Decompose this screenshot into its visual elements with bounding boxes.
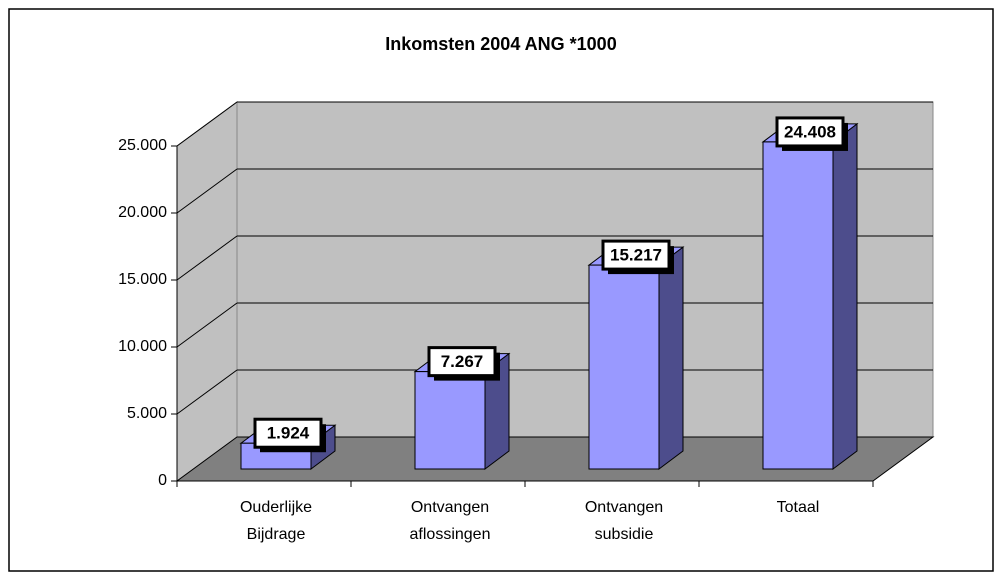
- chart-title: Inkomsten 2004 ANG *1000: [385, 34, 616, 54]
- grid-line: [176, 168, 238, 214]
- grid-line: [176, 235, 238, 281]
- label-box: [253, 417, 323, 449]
- grid-line: [176, 302, 238, 348]
- label-box: [775, 116, 845, 148]
- x-tick-label: Totaal: [777, 499, 820, 516]
- bar: [414, 371, 486, 470]
- label-box: [427, 346, 497, 378]
- value-label: 1.924: [267, 424, 310, 443]
- x-tick-label: Ontvangen: [411, 499, 489, 516]
- y-tick-label: 15.000: [118, 271, 167, 288]
- value-label: 24.408: [784, 122, 836, 141]
- bar: [762, 141, 834, 470]
- y-tick-label: 20.000: [118, 204, 167, 221]
- grid-line: [176, 369, 238, 415]
- value-label: 15.217: [610, 246, 662, 265]
- bar: [588, 264, 660, 470]
- grid-line: [176, 101, 238, 147]
- bar-side: [658, 246, 684, 470]
- y-tick-label: 5.000: [127, 405, 167, 422]
- bar-side: [832, 122, 858, 470]
- x-tick-label: aflossingen: [410, 526, 491, 543]
- y-tick-label: 0: [158, 472, 167, 489]
- side-wall: [176, 101, 238, 482]
- x-tick-label: subsidie: [595, 526, 654, 543]
- value-label: 7.267: [441, 352, 484, 371]
- y-tick-label: 25.000: [118, 137, 167, 154]
- label-box: [601, 239, 671, 271]
- x-tick-label: Ontvangen: [585, 499, 663, 516]
- x-tick-label: Ouderlijke: [240, 499, 312, 516]
- y-tick-label: 10.000: [118, 338, 167, 355]
- x-tick-label: Bijdrage: [247, 526, 306, 543]
